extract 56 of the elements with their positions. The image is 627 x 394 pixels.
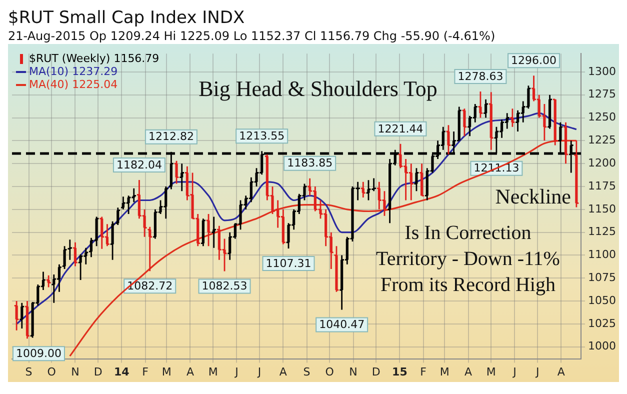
x-tick-label: 15 (392, 365, 408, 378)
annotation: 1212.82 (148, 130, 194, 144)
x-tick-label: J (512, 365, 516, 378)
x-tick-label: F (142, 365, 148, 378)
y-tick-label: 1225 (588, 134, 616, 147)
annotation: 1213.55 (239, 130, 285, 143)
y-tick-label: 1075 (588, 271, 616, 284)
annotation: 1182.04 (116, 158, 162, 172)
legend-label: MA(40) 1225.04 (29, 78, 118, 91)
chart-subtitle: 21-Aug-2015 Op 1209.24 Hi 1225.09 Lo 1152.37 Cl 1156.79 Chg -55.90 (-4.61%) (8, 28, 496, 44)
chart-title: $RUT Small Cap Index INDX (8, 8, 246, 28)
x-tick-label: M (440, 365, 450, 378)
y-tick-label: 1125 (588, 225, 616, 238)
y-tick-label: 1150 (588, 202, 616, 216)
annotation: 1082.53 (202, 280, 248, 293)
x-tick-label: O (325, 365, 334, 378)
y-tick-label: 1250 (588, 110, 616, 124)
x-tick-label: M (486, 365, 496, 378)
x-tick-label: N (71, 365, 80, 378)
y-tick-label: 1100 (588, 248, 616, 262)
legend-label: MA(10) 1237.29 (29, 65, 118, 78)
y-tick-label: 1025 (588, 316, 616, 330)
x-tick-label: F (420, 365, 426, 378)
legend-label: $RUT (Weekly) 1156.79 (29, 52, 160, 65)
x-tick-label: N (349, 365, 358, 378)
annotation: 1221.44 (378, 122, 424, 136)
x-tick-label: O (47, 365, 56, 378)
y-tick-label: 1300 (588, 64, 616, 78)
x-tick-label: A (279, 365, 288, 378)
x-tick-label: A (464, 365, 473, 378)
x-tick-label: M (162, 365, 172, 378)
y-tick-label: 1000 (588, 340, 616, 353)
x-tick-label: 14 (114, 365, 130, 378)
x-tick-label: S (303, 365, 310, 378)
x-tick-label: J (256, 365, 262, 378)
x-tick-label: D (372, 365, 380, 378)
x-tick-label: A (557, 365, 566, 378)
x-tick-label: S (25, 365, 32, 378)
annotation: 1183.85 (287, 156, 333, 170)
x-tick-label: M (208, 365, 218, 378)
y-tick-label: 1050 (588, 294, 616, 307)
annotation: Is In Correction Territory - Down -11% From its Record High (375, 221, 561, 298)
x-tick-label: J (534, 365, 540, 378)
annotation: Big Head & Shoulders Top (198, 76, 438, 101)
annotation: 1009.00 (16, 346, 62, 360)
annotation: 1278.63 (458, 70, 504, 83)
y-tick-label: 1200 (588, 156, 616, 170)
x-tick-label: J (234, 365, 238, 378)
y-tick-label: 1175 (588, 179, 616, 192)
annotation: 1296.00 (511, 54, 557, 67)
ref-line-label: Neckline (495, 184, 572, 209)
annotation: 1040.47 (319, 318, 365, 332)
annotation: 1107.31 (266, 256, 312, 270)
x-tick-label: D (94, 365, 102, 378)
x-tick-label: A (186, 365, 194, 378)
y-tick-label: 1275 (588, 88, 616, 101)
